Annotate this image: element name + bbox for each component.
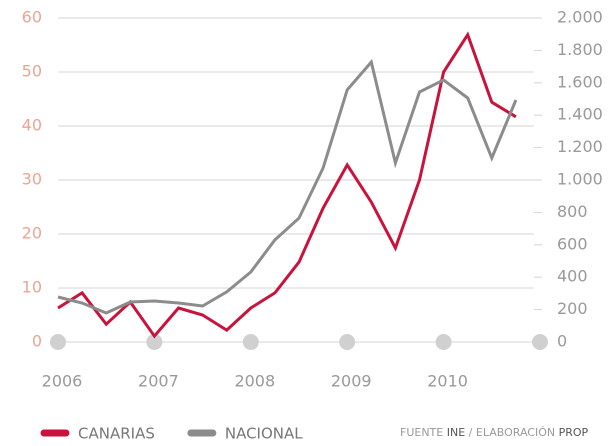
y-tick-label: 60 xyxy=(22,8,42,27)
y-tick-label: 50 xyxy=(22,62,42,81)
y-tick-label: 30 xyxy=(22,170,42,189)
x-tick-label: 2006 xyxy=(42,372,83,391)
y2-tick-label: 400 xyxy=(557,267,588,286)
y2-tick-label: 1.600 xyxy=(557,72,603,91)
legend-label: NACIONAL xyxy=(225,425,303,443)
source-prefix: FUENTE xyxy=(400,426,443,439)
y2-tick-label: 1.200 xyxy=(557,137,603,156)
source-credit: ELABORACIÓN xyxy=(476,426,555,439)
y2-tick-label: 1.800 xyxy=(557,40,603,59)
y2-tick-label: 0 xyxy=(557,332,567,351)
x-tick-label: 2009 xyxy=(331,372,372,391)
y2-tick-label: 2.000 xyxy=(557,8,603,27)
source: FUENTE INE / ELABORACIÓN PROP xyxy=(400,426,589,439)
source-sep: / xyxy=(469,426,473,439)
series-line xyxy=(57,58,518,315)
y-tick-label: 0 xyxy=(32,332,42,351)
y2-tick-label: 800 xyxy=(557,202,588,221)
x-tick-label: 2007 xyxy=(138,372,179,391)
series-line xyxy=(57,31,517,339)
x-tick xyxy=(50,334,66,350)
x-tick xyxy=(532,334,548,350)
y-tick-label: 40 xyxy=(22,116,42,135)
source-author: PROP xyxy=(559,426,589,439)
x-tick xyxy=(339,334,356,350)
y2-tick-label: 1.400 xyxy=(557,105,603,124)
y-tick-label: 20 xyxy=(22,224,42,243)
y2-tick-label: 1.000 xyxy=(557,170,603,189)
x-tick xyxy=(242,334,259,350)
x-tick xyxy=(146,334,163,350)
x-tick-label: 2010 xyxy=(427,372,468,391)
source-org: INE xyxy=(447,426,465,439)
legend-label: CANARIAS xyxy=(78,425,155,443)
y-tick-label: 10 xyxy=(22,278,42,297)
y2-tick-label: 200 xyxy=(557,299,588,318)
x-tick-label: 2008 xyxy=(234,372,275,391)
x-tick xyxy=(435,334,452,350)
y2-tick-label: 600 xyxy=(557,234,588,253)
